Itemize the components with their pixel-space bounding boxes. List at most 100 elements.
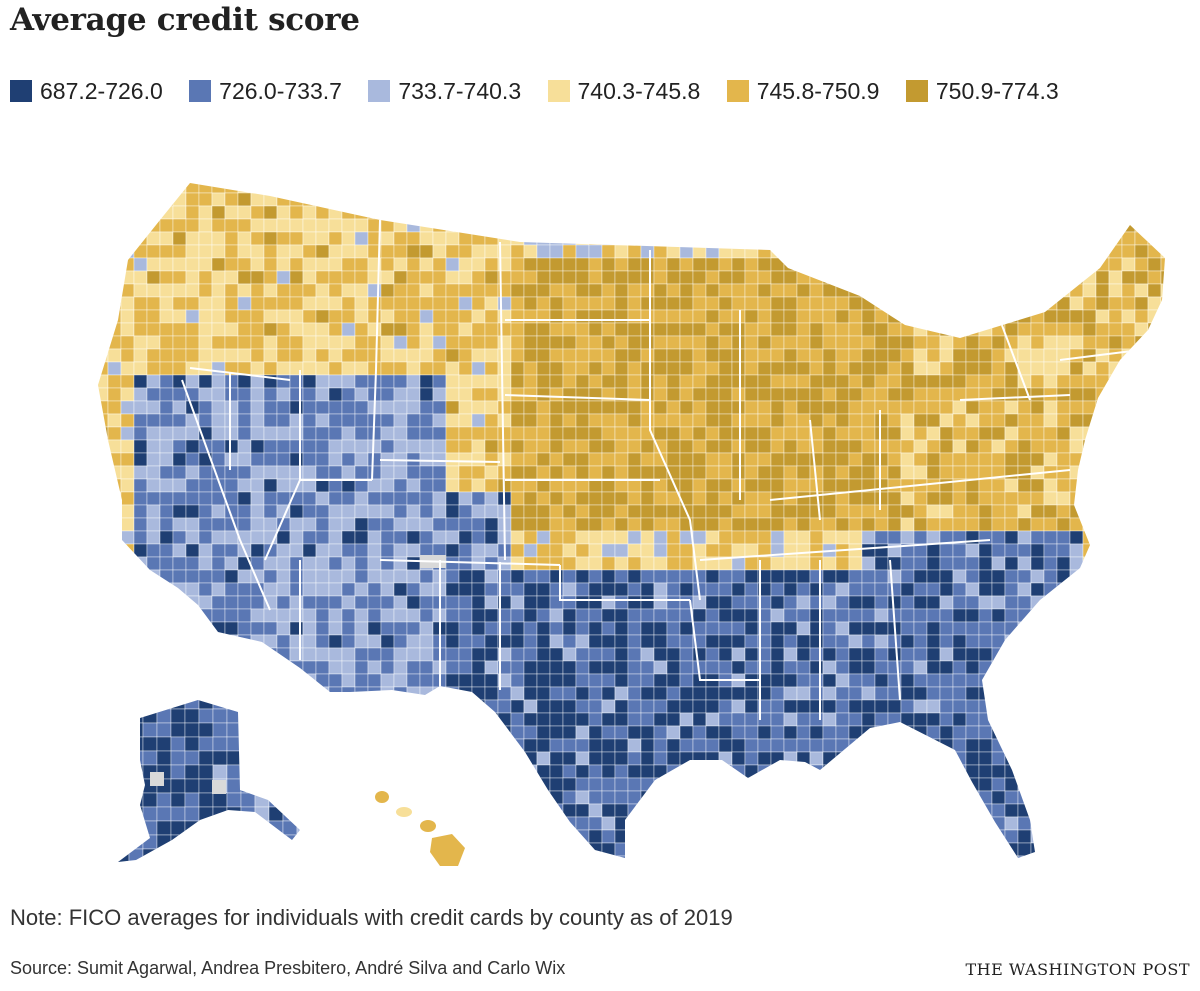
county-cell xyxy=(419,608,434,623)
county-cell xyxy=(341,231,356,246)
county-cell xyxy=(367,192,382,207)
county-cell xyxy=(128,700,144,710)
county-cell xyxy=(1095,183,1110,194)
county-cell xyxy=(822,829,837,844)
county-cell xyxy=(419,183,434,194)
county-cell xyxy=(809,855,824,858)
county-cell xyxy=(575,803,590,818)
county-cell xyxy=(289,283,304,298)
county-cell xyxy=(341,790,356,805)
county-cell xyxy=(419,569,434,584)
county-cell xyxy=(445,803,460,818)
county-cell xyxy=(874,322,889,337)
county-cell xyxy=(120,426,135,441)
county-cell xyxy=(146,582,161,597)
county-cell xyxy=(575,244,590,259)
county-cell xyxy=(354,322,369,337)
county-cell xyxy=(341,283,356,298)
legend-label-4: 740.3-745.8 xyxy=(577,78,701,104)
county-cell xyxy=(159,504,174,519)
county-cell xyxy=(341,322,356,337)
county-cell xyxy=(744,777,759,792)
county-cell xyxy=(588,504,603,519)
county-cell xyxy=(549,413,564,428)
county-cell xyxy=(796,517,811,532)
county-cell xyxy=(588,491,603,506)
county-cell xyxy=(874,855,889,858)
county-cell xyxy=(406,816,421,831)
county-cell xyxy=(1108,439,1123,454)
county-cell xyxy=(380,218,395,233)
county-cell xyxy=(1017,764,1032,779)
county-cell xyxy=(757,426,772,441)
county-cell xyxy=(1004,712,1019,727)
county-cell xyxy=(874,764,889,779)
county-cell xyxy=(640,842,655,857)
county-cell xyxy=(796,634,811,649)
county-cell xyxy=(276,634,291,649)
county-cell xyxy=(939,426,954,441)
county-cell xyxy=(549,621,564,636)
county-cell xyxy=(120,504,135,519)
county-cell xyxy=(146,335,161,350)
county-cell xyxy=(1134,348,1149,363)
county-cell xyxy=(887,283,902,298)
county-cell xyxy=(965,855,980,858)
county-cell xyxy=(705,725,720,740)
county-cell xyxy=(835,790,850,805)
county-cell xyxy=(731,621,746,636)
county-cell xyxy=(107,296,122,311)
county-cell xyxy=(640,647,655,662)
county-cell xyxy=(1043,335,1058,350)
county-cell xyxy=(263,309,278,324)
county-cell xyxy=(744,192,759,207)
county-cell xyxy=(302,491,317,506)
county-cell xyxy=(926,556,941,571)
county-cell xyxy=(601,296,616,311)
county-cell xyxy=(146,452,161,467)
county-cell xyxy=(887,712,902,727)
county-cell xyxy=(809,764,824,779)
county-cell xyxy=(1147,855,1162,858)
county-cell xyxy=(315,504,330,519)
county-cell xyxy=(393,192,408,207)
county-cell xyxy=(796,842,811,857)
county-cell xyxy=(484,621,499,636)
county-cell xyxy=(146,673,161,688)
county-cell xyxy=(1030,183,1045,194)
county-cell xyxy=(679,582,694,597)
county-cell xyxy=(276,387,291,402)
county-cell xyxy=(926,400,941,415)
county-cell xyxy=(549,777,564,792)
county-cell xyxy=(614,218,629,233)
county-cell xyxy=(510,183,525,194)
county-cell xyxy=(679,309,694,324)
county-cell xyxy=(406,764,421,779)
county-cell xyxy=(250,270,265,285)
county-cell xyxy=(289,231,304,246)
county-cell xyxy=(120,478,135,493)
county-cell xyxy=(198,374,213,389)
county-cell xyxy=(107,231,122,246)
county-cell xyxy=(146,517,161,532)
county-cell xyxy=(900,348,915,363)
county-cell xyxy=(289,777,304,792)
county-cell xyxy=(289,361,304,376)
county-cell xyxy=(653,634,668,649)
county-cell xyxy=(98,816,109,831)
county-cell xyxy=(302,400,317,415)
county-cell xyxy=(302,361,317,376)
county-cell xyxy=(666,231,681,246)
county-cell xyxy=(146,348,161,363)
county-cell xyxy=(1030,478,1045,493)
county-cell xyxy=(705,335,720,350)
county-cell xyxy=(640,309,655,324)
county-cell xyxy=(354,257,369,272)
county-cell xyxy=(1108,608,1123,623)
county-cell xyxy=(198,205,213,220)
county-cell xyxy=(458,413,473,428)
county-cell xyxy=(276,413,291,428)
county-cell xyxy=(1056,764,1071,779)
county-cell xyxy=(575,699,590,714)
county-cell xyxy=(718,183,733,194)
